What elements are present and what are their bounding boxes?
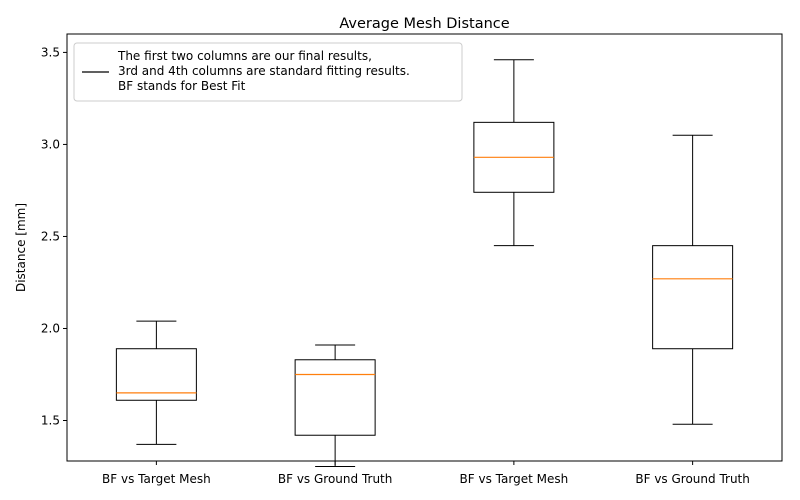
y-tick-label: 3.5 xyxy=(41,45,60,59)
legend-text-line: The first two columns are our final resu… xyxy=(117,49,372,63)
x-tick-label: BF vs Target Mesh xyxy=(460,472,569,486)
iqr-box xyxy=(652,245,734,350)
y-axis-label: Distance [mm] xyxy=(14,203,28,292)
box-group xyxy=(115,320,197,445)
iqr-box xyxy=(294,359,376,436)
chart-title: Average Mesh Distance xyxy=(339,16,509,32)
y-tick-label: 3.0 xyxy=(41,137,60,151)
x-tick-label: BF vs Ground Truth xyxy=(635,472,750,486)
box-group xyxy=(473,59,555,247)
iqr-box xyxy=(115,348,197,401)
box-group xyxy=(294,344,376,468)
plot-area: 1.5 2.0 2.5 3.0 3.5 BF vs Target Mesh BF vs Gr… xyxy=(41,45,750,486)
legend-text-line: BF stands for Best Fit xyxy=(118,79,246,93)
box-group xyxy=(652,134,734,425)
x-tick-label: BF vs Ground Truth xyxy=(278,472,393,486)
legend-frame xyxy=(73,42,463,102)
y-tick-label: 2.5 xyxy=(41,229,60,243)
y-tick-label: 1.5 xyxy=(41,414,60,428)
legend-text-line: 3rd and 4th columns are standard fitting… xyxy=(118,64,410,78)
y-tick-label: 2.0 xyxy=(41,321,60,335)
axes-frame xyxy=(66,33,783,462)
legend: The first two columns are our final resu… xyxy=(73,42,463,102)
x-tick-label: BF vs Target Mesh xyxy=(102,472,211,486)
